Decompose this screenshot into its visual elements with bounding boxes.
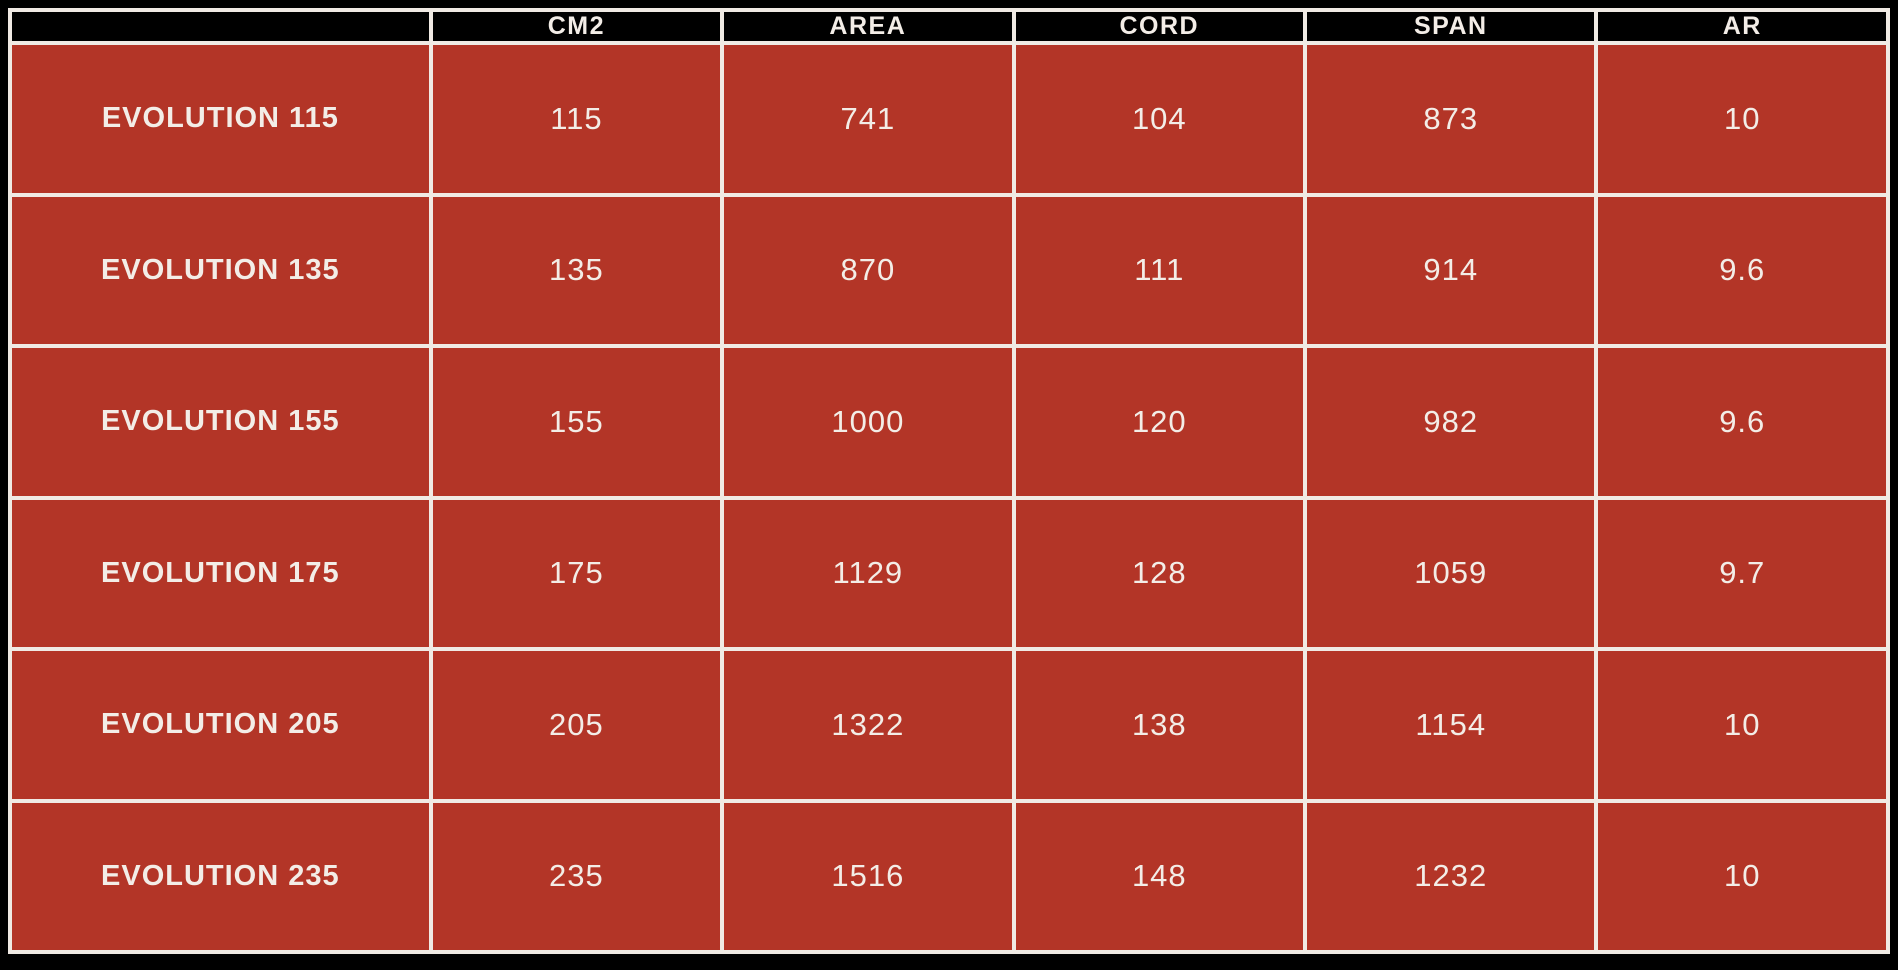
cell-area: 870 <box>720 192 1016 348</box>
header-row: CM2 AREA CORD SPAN AR <box>8 8 1890 45</box>
table-row: EVOLUTION 235 235 1516 148 1232 10 <box>8 798 1890 954</box>
cell-ar: 10 <box>1594 798 1890 954</box>
spec-table-frame: CM2 AREA CORD SPAN AR EVOLUTION 115 115 … <box>8 8 1890 954</box>
cell-area: 741 <box>720 41 1016 197</box>
cell-cord: 111 <box>1011 192 1308 348</box>
cell-cord: 120 <box>1011 344 1308 500</box>
evolution-spec-table: CM2 AREA CORD SPAN AR EVOLUTION 115 115 … <box>8 8 1890 954</box>
table-row: EVOLUTION 175 175 1129 128 1059 9.7 <box>8 495 1890 651</box>
row-label: EVOLUTION 115 <box>8 41 433 197</box>
row-label: EVOLUTION 205 <box>8 647 433 803</box>
row-label: EVOLUTION 175 <box>8 495 433 651</box>
cell-area: 1129 <box>720 495 1016 651</box>
cell-ar: 10 <box>1594 647 1890 803</box>
header-cell-ar: AR <box>1594 8 1890 45</box>
cell-cm2: 175 <box>428 495 725 651</box>
cell-span: 1059 <box>1303 495 1599 651</box>
cell-cord: 104 <box>1011 41 1308 197</box>
header-cell-area: AREA <box>720 8 1016 45</box>
table-row: EVOLUTION 155 155 1000 120 982 9.6 <box>8 344 1890 500</box>
header-cell-cm2: CM2 <box>428 8 725 45</box>
cell-span: 873 <box>1303 41 1599 197</box>
row-label: EVOLUTION 135 <box>8 192 433 348</box>
table-row: EVOLUTION 205 205 1322 138 1154 10 <box>8 647 1890 803</box>
cell-area: 1322 <box>720 647 1016 803</box>
cell-ar: 9.7 <box>1594 495 1890 651</box>
cell-ar: 10 <box>1594 41 1890 197</box>
cell-cord: 138 <box>1011 647 1308 803</box>
cell-span: 1154 <box>1303 647 1599 803</box>
cell-span: 914 <box>1303 192 1599 348</box>
cell-cm2: 155 <box>428 344 725 500</box>
row-label: EVOLUTION 235 <box>8 798 433 954</box>
cell-span: 1232 <box>1303 798 1599 954</box>
table-row: EVOLUTION 115 115 741 104 873 10 <box>8 41 1890 197</box>
cell-ar: 9.6 <box>1594 192 1890 348</box>
cell-ar: 9.6 <box>1594 344 1890 500</box>
cell-cm2: 135 <box>428 192 725 348</box>
row-label: EVOLUTION 155 <box>8 344 433 500</box>
cell-area: 1000 <box>720 344 1016 500</box>
header-cell-cord: CORD <box>1011 8 1308 45</box>
header-cell-span: SPAN <box>1303 8 1599 45</box>
cell-span: 982 <box>1303 344 1599 500</box>
cell-cm2: 205 <box>428 647 725 803</box>
header-cell-blank <box>8 8 433 45</box>
cell-area: 1516 <box>720 798 1016 954</box>
table-row: EVOLUTION 135 135 870 111 914 9.6 <box>8 192 1890 348</box>
cell-cm2: 235 <box>428 798 725 954</box>
cell-cord: 148 <box>1011 798 1308 954</box>
cell-cm2: 115 <box>428 41 725 197</box>
cell-cord: 128 <box>1011 495 1308 651</box>
